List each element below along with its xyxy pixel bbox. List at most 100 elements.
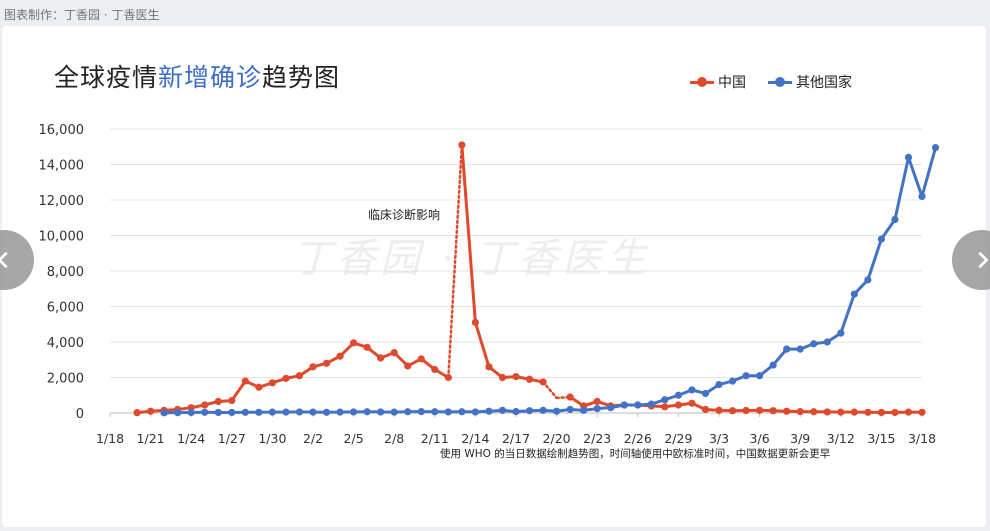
data-point — [404, 408, 412, 416]
series-segment — [893, 155, 910, 222]
data-point — [228, 396, 236, 405]
data-point — [756, 406, 764, 414]
data-point — [147, 407, 155, 415]
chevron-right-icon — [978, 251, 989, 269]
data-point — [255, 383, 263, 391]
series-segment — [839, 292, 856, 335]
data-point — [769, 407, 777, 415]
chart-credit: 图表制作：丁香园 · 丁香医生 — [4, 8, 160, 22]
data-point — [417, 407, 425, 416]
x-tick-label: 1/27 — [218, 431, 246, 446]
data-point — [607, 404, 615, 412]
x-tick-label: 3/12 — [827, 431, 855, 446]
data-point — [701, 389, 710, 398]
data-point — [498, 373, 507, 382]
data-point — [201, 401, 209, 409]
data-point — [701, 405, 710, 414]
data-point — [390, 408, 398, 416]
data-point — [160, 409, 168, 417]
x-tick-label: 2/11 — [421, 431, 449, 446]
data-point — [810, 408, 818, 416]
legend-swatch-other — [768, 77, 792, 87]
data-point — [268, 379, 276, 387]
title-part-3: 趋势图 — [262, 63, 341, 92]
data-point — [187, 408, 195, 417]
data-point — [837, 408, 845, 416]
data-point — [593, 404, 601, 413]
x-tick-label: 3/18 — [908, 431, 936, 446]
legend-item-other: 其他国家 — [768, 72, 852, 92]
data-point — [214, 408, 222, 417]
chart-legend: 中国 其他国家 — [690, 72, 852, 92]
data-point — [512, 373, 520, 381]
data-point — [431, 365, 439, 374]
data-point — [295, 408, 304, 416]
data-point — [363, 343, 371, 351]
series-segment — [230, 379, 247, 403]
data-point — [309, 363, 317, 371]
data-point — [742, 372, 750, 380]
data-point — [282, 408, 290, 416]
x-tick-label: 2/29 — [664, 431, 692, 446]
data-point — [255, 408, 263, 416]
data-point — [674, 401, 683, 409]
data-point — [241, 408, 249, 416]
x-tick-label: 2/5 — [344, 431, 364, 446]
series-segment — [906, 155, 924, 198]
data-point — [458, 408, 466, 416]
data-point — [471, 318, 479, 327]
data-point — [525, 375, 534, 383]
data-point — [404, 362, 412, 370]
data-point — [498, 406, 507, 414]
data-point — [228, 408, 236, 417]
data-point — [241, 377, 249, 385]
data-point — [728, 377, 737, 385]
y-tick-label: 8,000 — [47, 265, 84, 280]
data-point — [850, 408, 858, 416]
chart-card — [2, 26, 986, 527]
x-tick-label: 2/20 — [543, 431, 571, 446]
data-point — [322, 408, 331, 416]
data-point — [647, 400, 655, 408]
data-point — [377, 408, 385, 416]
data-point — [268, 408, 276, 416]
data-point — [688, 399, 696, 407]
data-point — [444, 408, 452, 416]
y-tick-label: 14,000 — [39, 159, 85, 174]
data-point — [471, 408, 479, 416]
x-tick-label: 3/15 — [867, 431, 895, 446]
data-point — [783, 345, 791, 353]
data-point — [201, 408, 209, 416]
y-tick-label: 6,000 — [47, 301, 84, 316]
x-tick-label: 3/3 — [709, 431, 729, 446]
data-point — [322, 359, 331, 367]
series-segment — [866, 237, 883, 282]
title-part-1: 全球疫情 — [54, 63, 159, 92]
legend-label-other: 其他国家 — [796, 75, 852, 91]
x-tick-label: 2/2 — [303, 431, 323, 446]
data-point — [904, 408, 913, 416]
data-point — [728, 407, 737, 415]
data-point — [214, 397, 222, 406]
series-segment — [473, 320, 491, 369]
data-point — [539, 406, 547, 414]
x-tick-label: 1/24 — [177, 431, 205, 446]
data-point — [742, 406, 750, 415]
data-point — [661, 396, 669, 404]
data-point — [309, 408, 317, 416]
data-point — [634, 401, 642, 409]
data-point — [350, 339, 358, 347]
chart-annotation: 临床诊断影响 — [368, 207, 440, 222]
data-point — [485, 363, 493, 371]
x-tick-label: 2/8 — [384, 431, 404, 446]
data-point — [431, 408, 439, 416]
legend-swatch-china — [690, 77, 714, 87]
data-point — [796, 345, 804, 353]
x-tick-label: 1/30 — [258, 431, 286, 446]
chart-footnote: 使用 WHO 的当日数据绘制趋势图，时间轴使用中欧标准时间，中国数据更新会更早 — [440, 448, 831, 460]
data-point — [593, 397, 601, 406]
data-point — [931, 144, 940, 152]
data-point — [336, 352, 344, 360]
data-point — [783, 407, 791, 415]
